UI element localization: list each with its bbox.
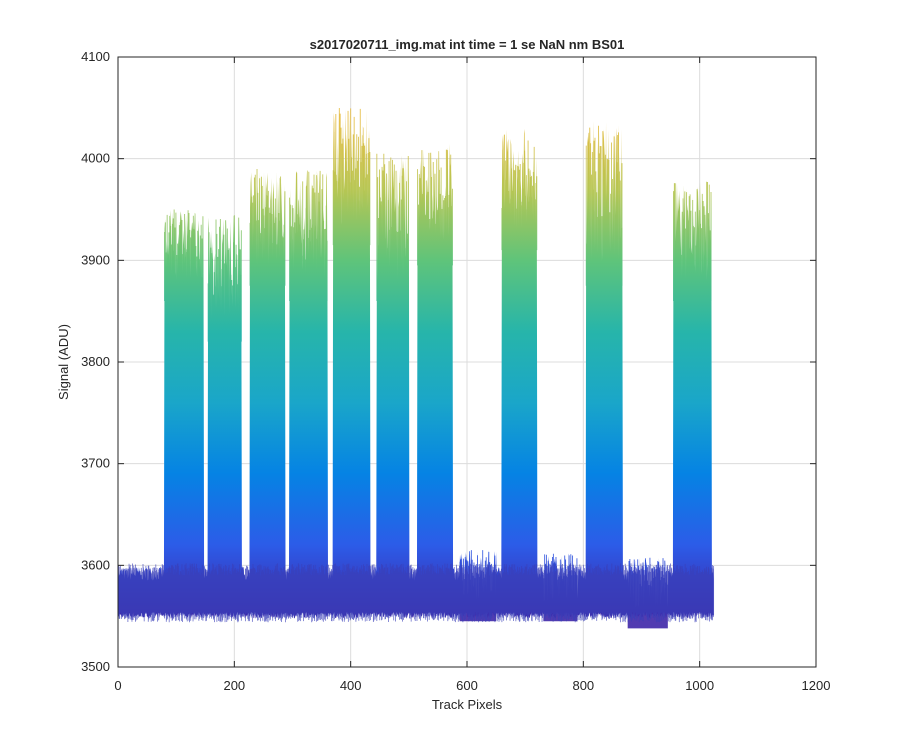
y-tick-label: 3700 <box>81 456 110 471</box>
x-tick-label: 600 <box>456 678 478 693</box>
baseline-noise <box>117 563 715 623</box>
signal-peak-11 <box>585 125 623 286</box>
axis-ticks: 0 200 400 600 800 1000 1200 3500 3600 3700 3800 390… <box>81 49 830 693</box>
signal-peak-3 <box>249 169 286 286</box>
x-tick-label: 400 <box>340 678 362 693</box>
y-tick-label: 4100 <box>81 49 110 64</box>
signal-peak-6 <box>376 153 409 301</box>
signal-peak-9 <box>501 134 538 251</box>
chart-title: s2017020711_img.mat int time = 1 se NaN … <box>310 37 625 52</box>
signal-peak-5 <box>332 107 371 246</box>
y-tick-label: 3900 <box>81 252 110 267</box>
y-tick-label: 4000 <box>81 151 110 166</box>
signal-peak-13 <box>673 181 712 301</box>
x-tick-label: 200 <box>223 678 245 693</box>
signal-peak-1 <box>164 209 204 301</box>
x-tick-label: 800 <box>572 678 594 693</box>
y-tick-label: 3800 <box>81 354 110 369</box>
y-tick-label: 3600 <box>81 557 110 572</box>
signal-peak-2 <box>207 215 242 342</box>
x-tick-label: 1000 <box>685 678 714 693</box>
x-tick-label: 0 <box>114 678 121 693</box>
x-tick-label: 1200 <box>802 678 831 693</box>
y-tick-label: 3500 <box>81 659 110 674</box>
y-axis-label: Signal (ADU) <box>56 324 71 400</box>
x-axis-label: Track Pixels <box>432 697 503 712</box>
signal-traces <box>117 107 715 629</box>
signal-peak-4 <box>289 170 328 301</box>
signal-peak-7 <box>417 149 453 266</box>
